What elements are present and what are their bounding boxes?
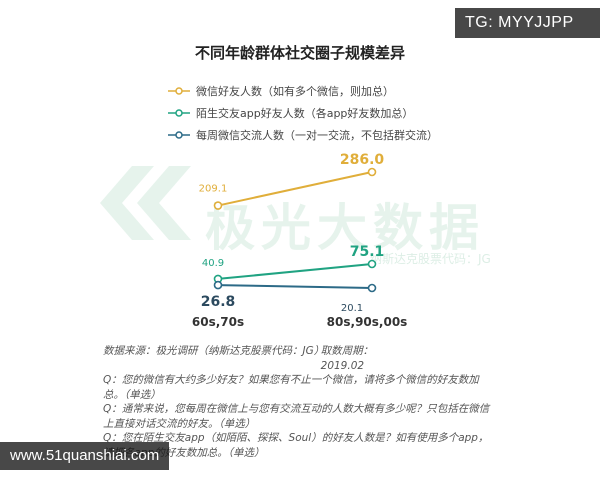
source-note: 数据来源：极光调研（纳斯达克股票代码：JG） — [103, 345, 325, 357]
question-1: Q：您的微信有大约多少好友？如果您有不止一个微信，请将多个微信的好友数加总。（单… — [103, 374, 479, 401]
data-point-2-0 — [213, 280, 223, 290]
data-label-0-0: 209.1 — [199, 184, 228, 195]
x-tick-label-1: 80s,90s,00s — [327, 315, 408, 329]
legend-label-weekly: 每周微信交流人数（一对一交流，不包括群交流） — [196, 129, 438, 142]
chart-title: 不同年龄群体社交圈子规模差异 — [194, 44, 405, 62]
legend-item-stranger: 陌生交友app好友人数（各app好友数加总） — [168, 102, 438, 124]
chart-legend: 微信好友人数（如有多个微信，则加总） 陌生交友app好友人数（各app好友数加总… — [168, 80, 438, 146]
data-label-2-1: 20.1 — [341, 303, 363, 314]
period-note: 取数周期：2019.02 — [320, 345, 374, 372]
data-label-1-0: 40.9 — [202, 258, 224, 269]
x-tick-label-0: 60s,70s — [192, 315, 244, 329]
data-point-0-0 — [213, 201, 223, 210]
data-label-1-1: 75.1 — [350, 244, 385, 260]
question-2: Q：通常来说，您每周在微信上与您有交流互动的人数大概有多少呢？只包括在微信上直接… — [103, 403, 490, 430]
legend-swatch-stranger-icon — [168, 109, 190, 117]
site-badge: www.51quanshiai.com — [0, 442, 170, 470]
series-line-1 — [217, 263, 373, 280]
data-label-0-1: 286.0 — [340, 152, 385, 168]
data-point-0-1 — [367, 167, 377, 177]
watermark-sub: 纳斯达克股票代码：JG — [370, 252, 491, 266]
legend-swatch-weekly-icon — [168, 131, 190, 139]
data-point-1-1 — [367, 259, 377, 269]
legend-label-wechat: 微信好友人数（如有多个微信，则加总） — [196, 85, 394, 98]
data-label-2-0: 26.8 — [201, 294, 236, 310]
legend-item-wechat: 微信好友人数（如有多个微信，则加总） — [168, 80, 438, 102]
watermark-logo-icon — [100, 166, 191, 240]
legend-label-stranger: 陌生交友app好友人数（各app好友数加总） — [196, 107, 414, 120]
tag-badge: TG: MYYJJPP — [455, 8, 600, 38]
series-line-2 — [217, 284, 373, 289]
legend-item-weekly: 每周微信交流人数（一对一交流，不包括群交流） — [168, 124, 438, 146]
data-point-2-1 — [367, 283, 377, 293]
watermark-brand: 极光大数据 — [205, 199, 485, 257]
chart-notes: 数据来源：极光调研（纳斯达克股票代码：JG） 取数周期：2019.02 Q：您的… — [103, 344, 495, 460]
legend-swatch-wechat-icon — [168, 87, 190, 95]
series-line-0 — [217, 171, 373, 207]
